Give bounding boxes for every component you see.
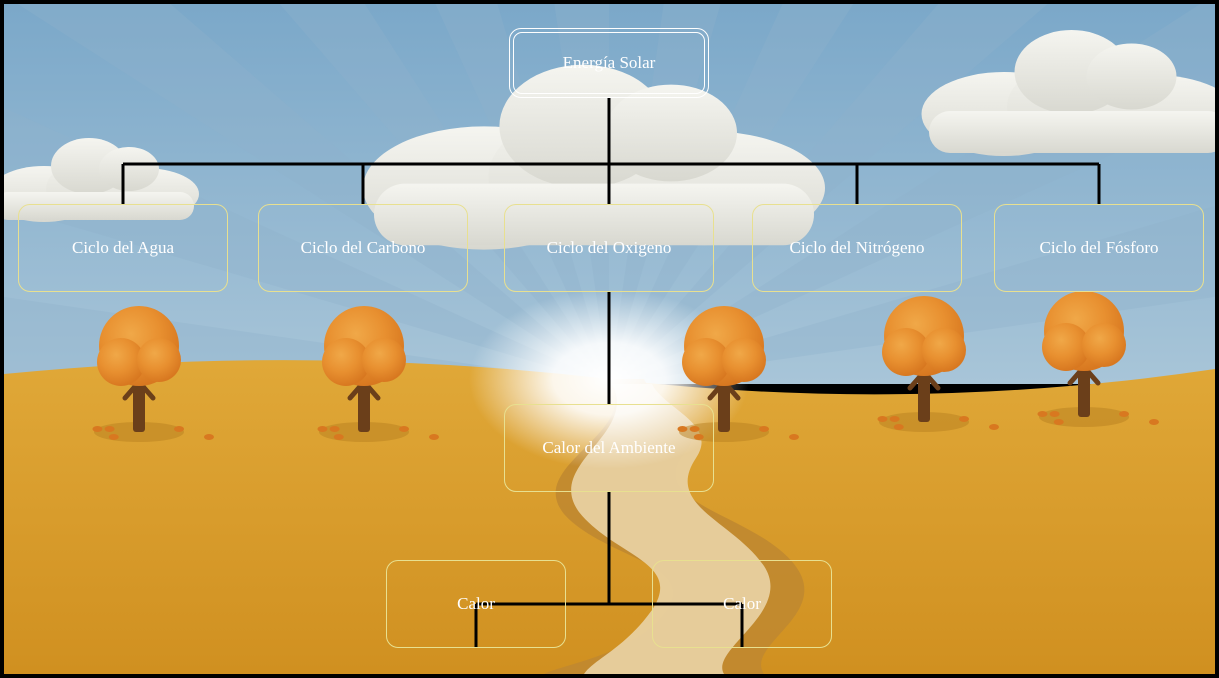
diagram-node: Ciclo del Agua bbox=[18, 204, 228, 292]
diagram-node: Ciclo del Oxigeno bbox=[504, 204, 714, 292]
diagram-node: Ciclo del Carbono bbox=[258, 204, 468, 292]
node-label: Energía Solar bbox=[563, 53, 656, 73]
background-illustration bbox=[4, 4, 1215, 674]
node-label: Calor bbox=[723, 594, 761, 614]
node-label: Calor del Ambiente bbox=[542, 438, 675, 458]
diagram-node: Ciclo del Nitrógeno bbox=[752, 204, 962, 292]
diagram-node: Energía Solar bbox=[509, 28, 709, 98]
diagram-canvas: Energía Solar Ciclo del Agua Ciclo del Car… bbox=[4, 4, 1215, 674]
diagram-node: Calor del Ambiente bbox=[504, 404, 714, 492]
diagram-node: Calor bbox=[652, 560, 832, 648]
node-label: Ciclo del Carbono bbox=[301, 238, 426, 258]
node-label: Ciclo del Agua bbox=[72, 238, 174, 258]
node-label: Calor bbox=[457, 594, 495, 614]
diagram-node: Calor bbox=[386, 560, 566, 648]
node-label: Ciclo del Oxigeno bbox=[547, 238, 672, 258]
diagram-node: Ciclo del Fósforo bbox=[994, 204, 1204, 292]
node-label: Ciclo del Fósforo bbox=[1040, 238, 1159, 258]
node-label: Ciclo del Nitrógeno bbox=[789, 238, 924, 258]
